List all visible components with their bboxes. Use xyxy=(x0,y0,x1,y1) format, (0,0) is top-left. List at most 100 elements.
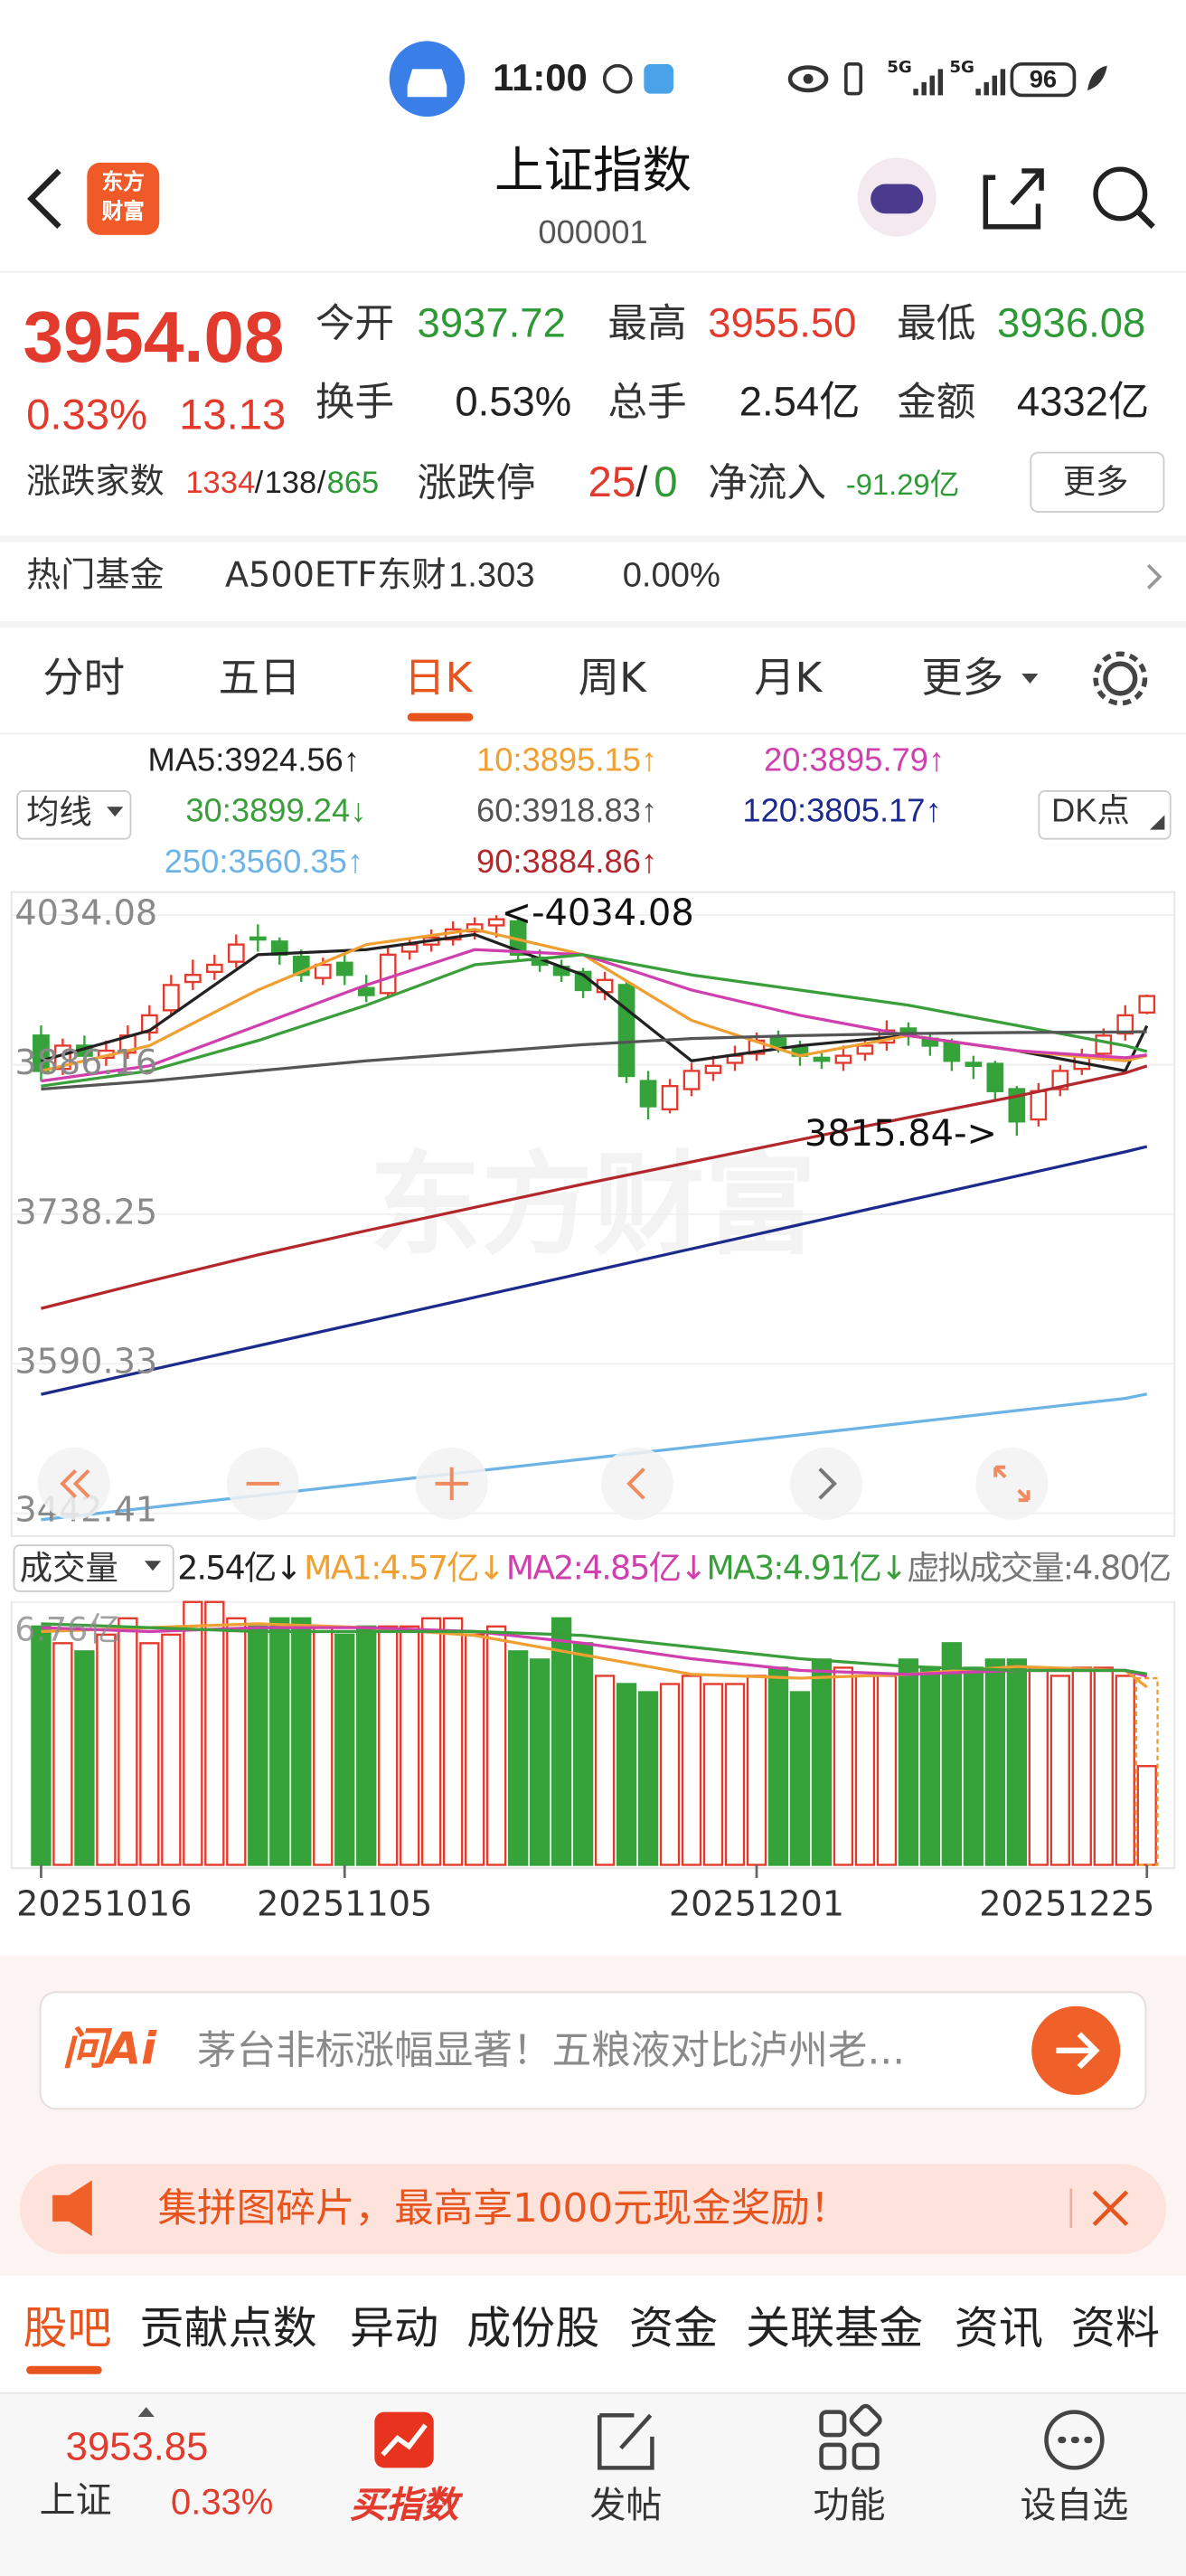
candle-body xyxy=(487,918,505,927)
ma-button[interactable] xyxy=(16,790,132,840)
content-tab[interactable]: 贡献点数 xyxy=(139,2303,317,2354)
page-title: 上证指数 xyxy=(494,143,692,201)
banner-close[interactable] xyxy=(1092,2190,1129,2227)
status-icon xyxy=(644,63,674,94)
chart-tab[interactable]: 更多 xyxy=(921,654,1004,702)
watchlist-icon[interactable] xyxy=(1044,2410,1105,2470)
volume-bar xyxy=(1071,1666,1092,1866)
logo-text: 财富 xyxy=(101,201,145,226)
content-tab[interactable]: 异动 xyxy=(350,2303,439,2354)
ma-legend: 30:3899.24↓ xyxy=(185,793,367,830)
nav-item[interactable]: 买指数 xyxy=(350,2486,459,2527)
volume-button[interactable] xyxy=(13,1544,174,1592)
chart-control[interactable] xyxy=(790,1447,863,1520)
chart-control[interactable] xyxy=(601,1447,674,1520)
candle-body xyxy=(1095,1034,1113,1055)
candle-body xyxy=(205,963,223,974)
chart-control[interactable] xyxy=(975,1447,1049,1520)
control-glyph xyxy=(626,1467,645,1500)
field-label: 今开 xyxy=(315,299,395,346)
ma-legend: 60:3918.83↑ xyxy=(475,793,658,830)
content-tab[interactable]: 成份股 xyxy=(466,2303,600,2354)
chart-tab[interactable]: 周K xyxy=(578,654,646,702)
dk-button[interactable] xyxy=(1038,790,1172,840)
field-value: 0.53% xyxy=(455,379,572,426)
volume-bar xyxy=(1028,1666,1049,1866)
vibrate-icon xyxy=(844,62,863,96)
dk-button-label[interactable]: DK点 xyxy=(1050,793,1130,830)
candle-body xyxy=(617,984,635,1078)
post-icon[interactable] xyxy=(597,2412,654,2470)
fund-price: 1.303 xyxy=(448,557,535,596)
volume-bar xyxy=(984,1658,1006,1866)
volume-bar xyxy=(1136,1765,1157,1866)
ma-line xyxy=(40,932,1149,1073)
nav-item[interactable]: 设自选 xyxy=(1020,2486,1129,2527)
ma-legend: 10:3895.15↑ xyxy=(475,742,658,779)
volume-bar xyxy=(334,1633,355,1866)
fund-pct: 0.00% xyxy=(622,557,720,596)
volume-bar xyxy=(52,1642,73,1866)
fund-chevron[interactable] xyxy=(1146,563,1162,590)
ma-button-label[interactable]: 均线 xyxy=(26,791,92,832)
status-time: 11:00 xyxy=(493,56,588,99)
chart-tab[interactable]: 月K xyxy=(754,654,823,702)
search-button[interactable] xyxy=(1093,166,1148,222)
more-label[interactable]: 更多 xyxy=(1062,461,1129,502)
content-tab[interactable]: 关联基金 xyxy=(745,2303,924,2354)
tab-underline xyxy=(407,712,474,722)
control-glyph xyxy=(60,1468,90,1498)
content-tab[interactable]: 资金 xyxy=(628,2303,719,2354)
ai-box[interactable] xyxy=(39,1991,1147,2110)
volume-bar xyxy=(1050,1675,1070,1866)
net-inflow: -91.29亿 xyxy=(845,468,960,502)
inflow-label: 净流入 xyxy=(708,459,827,505)
candle-body xyxy=(856,1044,874,1055)
chart-tab[interactable]: 日K xyxy=(404,654,473,702)
ai-prompt[interactable]: 茅台非标涨幅显著！五粮液对比泸州老... xyxy=(197,2026,906,2073)
content-tab[interactable]: 资讯 xyxy=(954,2303,1043,2354)
banner-text[interactable]: 集拼图碎片，最高享1000元现金奖励！ xyxy=(157,2184,850,2231)
battery xyxy=(1010,62,1077,98)
volume-ma-legend: MA3:4.91亿↓ xyxy=(706,1547,908,1588)
banner[interactable] xyxy=(19,2164,1167,2255)
volume-bar xyxy=(572,1642,594,1866)
more-button[interactable] xyxy=(1030,451,1165,513)
chart-tab[interactable]: 五日 xyxy=(218,654,301,702)
y-tick-label: 6.76亿 xyxy=(14,1609,120,1648)
candle-body xyxy=(704,1064,722,1074)
volume-button-label[interactable]: 成交量 xyxy=(19,1547,118,1588)
separator: / xyxy=(254,466,264,501)
nav-item[interactable]: 功能 xyxy=(813,2486,886,2527)
volume-bar xyxy=(876,1675,898,1866)
breadth-label: 涨跌家数 xyxy=(26,462,165,502)
index-pct: 0.33% xyxy=(170,2480,274,2522)
back-button[interactable] xyxy=(27,168,61,230)
status-icon xyxy=(602,63,633,94)
x-tick-label: 20251201 xyxy=(669,1883,844,1923)
field-label: 总手 xyxy=(607,379,687,425)
content-tab[interactable]: 股吧 xyxy=(23,2303,112,2354)
buy-index-icon[interactable] xyxy=(374,2411,434,2468)
decliners: 865 xyxy=(326,466,380,501)
share-button[interactable] xyxy=(983,168,1044,230)
candle-body xyxy=(227,943,245,963)
function-icon[interactable] xyxy=(819,2410,847,2438)
chart-tab[interactable]: 分时 xyxy=(42,654,126,702)
content-tab[interactable]: 资料 xyxy=(1070,2303,1160,2354)
volume-ma-legend: MA1:4.57亿↓ xyxy=(304,1547,505,1588)
volume-bar xyxy=(767,1666,789,1866)
ma-line xyxy=(41,1145,1148,1396)
field-value: 2.54亿 xyxy=(739,379,861,426)
volume-bar xyxy=(291,1617,312,1866)
ma-legend: 250:3560.35↑ xyxy=(164,845,364,882)
nav-item[interactable]: 发帖 xyxy=(589,2486,663,2527)
volume-bar xyxy=(269,1617,290,1866)
volume-bar xyxy=(811,1658,833,1866)
index-price: 3953.85 xyxy=(65,2424,209,2469)
settings-button[interactable] xyxy=(1103,661,1138,696)
volume-bar xyxy=(421,1617,442,1866)
candle-body xyxy=(682,1070,701,1090)
corner-arrow xyxy=(1150,815,1165,830)
